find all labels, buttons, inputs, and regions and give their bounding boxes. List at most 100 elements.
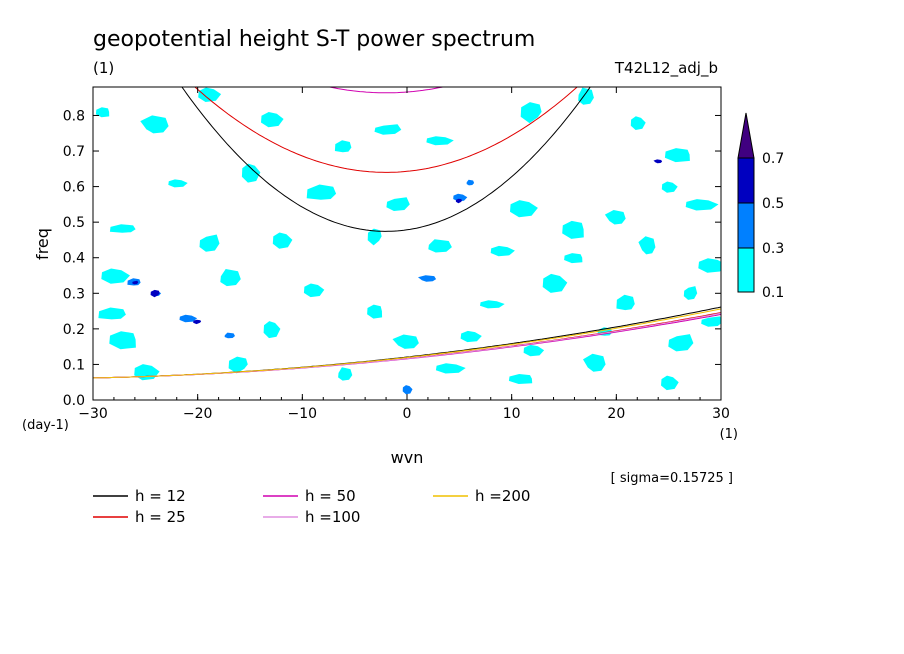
- contour-region: [386, 197, 410, 211]
- contour-region: [101, 268, 130, 284]
- contour-region: [638, 236, 656, 255]
- colorbar: 0.1 0.3 0.5 0.7: [737, 112, 784, 301]
- contour-region: [490, 245, 515, 257]
- contour-region: [661, 181, 678, 193]
- contour-region: [338, 367, 353, 381]
- contour-region: [193, 319, 202, 325]
- contour-region: [564, 253, 583, 264]
- contour-fill-layer: [95, 87, 721, 395]
- contour-region: [426, 136, 454, 146]
- legend-label: h = 50: [305, 487, 356, 505]
- x-tick-label: 10: [503, 406, 521, 422]
- x-tick-label: 0: [403, 406, 412, 422]
- x-tick-label: −30: [78, 406, 108, 422]
- contour-region: [306, 184, 337, 200]
- legend: h = 12 h = 25 h = 50 h =100 h =200: [93, 487, 530, 526]
- dispersion-curve-lower: [93, 308, 721, 379]
- contour-region: [583, 353, 606, 372]
- x-axis: −30 −20 −10 0 10 20 30: [78, 87, 730, 422]
- dispersion-curve-upper: [181, 87, 591, 232]
- colorbar-label: 0.1: [762, 285, 784, 301]
- chart-title: geopotential height S-T power spectrum: [93, 27, 535, 52]
- contour-region: [224, 332, 235, 339]
- contour-region: [480, 300, 505, 309]
- legend-label: h = 25: [135, 508, 186, 526]
- y-tick-label: 0.8: [63, 108, 85, 124]
- run-label: T42L12_adj_b: [614, 59, 718, 78]
- y-tick-label: 0.4: [63, 251, 85, 267]
- contour-region: [198, 87, 222, 102]
- contour-region: [220, 269, 241, 287]
- contour-region: [562, 220, 584, 239]
- contour-region: [466, 179, 475, 186]
- contour-region: [241, 163, 261, 183]
- contour-region: [616, 294, 635, 311]
- contour-region: [199, 234, 220, 252]
- contour-region: [453, 193, 468, 202]
- contour-region: [334, 140, 352, 153]
- contour-region: [418, 275, 437, 282]
- contour-region: [604, 210, 626, 225]
- contour-region: [367, 228, 382, 246]
- contour-region: [578, 87, 594, 105]
- y-tick-label: 0.3: [63, 286, 85, 302]
- contour-region: [664, 148, 690, 163]
- contour-region: [523, 344, 545, 357]
- contour-region: [508, 374, 533, 384]
- y-unit-label: (day-1): [22, 418, 69, 433]
- contour-region: [179, 314, 198, 323]
- y-tick-label: 0.2: [63, 322, 85, 338]
- contour-region: [668, 334, 694, 352]
- colorbar-segment: [737, 202, 755, 249]
- contour-region: [653, 159, 663, 164]
- contour-region: [520, 102, 542, 124]
- legend-label: h =100: [305, 508, 360, 526]
- contour-region: [263, 321, 281, 339]
- contour-region: [109, 331, 136, 350]
- y-tick-label: 0.7: [63, 144, 85, 160]
- contour-region: [460, 330, 482, 343]
- x-tick-label: −10: [288, 406, 318, 422]
- contour-region: [168, 179, 188, 188]
- contour-region: [630, 116, 646, 130]
- contour-region: [367, 304, 383, 319]
- contour-region: [272, 232, 293, 249]
- y-axis-label: freq: [33, 228, 52, 260]
- contour-region: [228, 356, 248, 374]
- sigma-label: [ sigma=0.15725 ]: [611, 471, 733, 486]
- contour-region: [140, 115, 169, 134]
- contour-region: [428, 239, 452, 253]
- contour-region: [510, 200, 538, 218]
- contour-region: [132, 280, 139, 285]
- x-axis-label: wvn: [391, 448, 424, 467]
- y-tick-label: 0.6: [63, 180, 85, 196]
- contour-region: [435, 363, 466, 374]
- contour-region: [150, 289, 160, 298]
- colorbar-segment: [737, 247, 755, 293]
- colorbar-label: 0.5: [762, 196, 784, 212]
- contour-region: [98, 307, 126, 320]
- colorbar-segment: [737, 157, 755, 204]
- units-label: (1): [93, 59, 114, 77]
- contour-region: [685, 199, 719, 211]
- dispersion-curve-upper: [194, 87, 578, 173]
- contour-region: [134, 364, 160, 381]
- y-tick-label: 0.1: [63, 357, 85, 373]
- x-unit-label: (1): [720, 427, 738, 442]
- contour-region: [683, 286, 698, 300]
- y-axis: 0.0 0.1 0.2 0.3 0.4 0.5 0.6 0.7 0.8: [63, 108, 721, 409]
- contour-region: [303, 283, 325, 298]
- plot-frame: [92, 86, 722, 401]
- colorbar-extend-arrow: [737, 112, 755, 159]
- contour-region: [374, 124, 402, 135]
- contour-region: [392, 334, 419, 349]
- legend-label: h = 12: [135, 487, 186, 505]
- colorbar-label: 0.7: [762, 151, 784, 167]
- contour-region: [542, 273, 568, 293]
- contour-region: [455, 198, 462, 204]
- contour-region: [109, 224, 136, 233]
- x-tick-label: 30: [712, 406, 730, 422]
- x-tick-label: 20: [607, 406, 625, 422]
- y-tick-label: 0.0: [63, 393, 85, 409]
